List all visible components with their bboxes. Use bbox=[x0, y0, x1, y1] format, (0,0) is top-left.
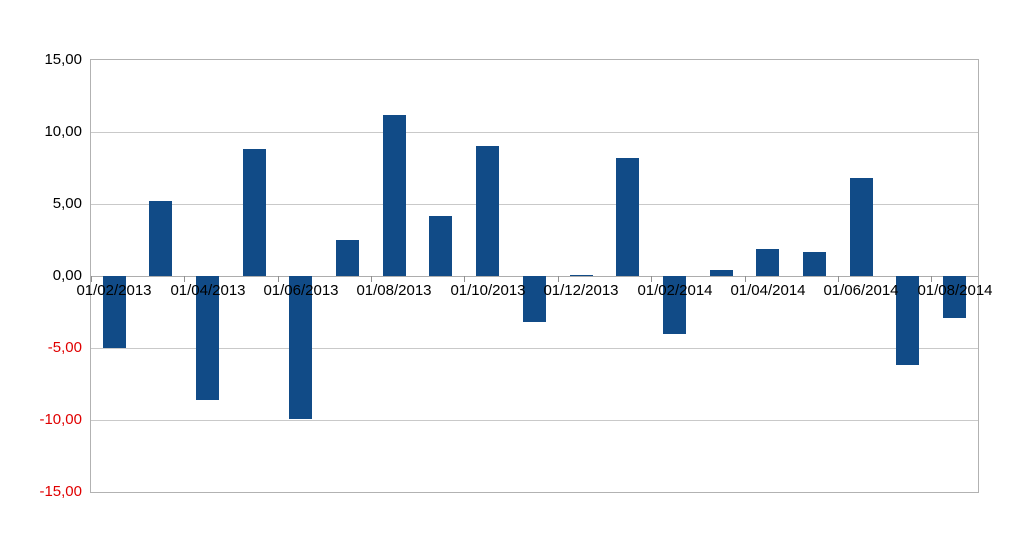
bar bbox=[570, 275, 593, 276]
y-axis-tick-label: -10,00 bbox=[39, 411, 82, 428]
x-axis-tick-mark bbox=[745, 276, 746, 282]
bar bbox=[243, 149, 266, 276]
x-axis-tick-mark bbox=[278, 276, 279, 282]
bar bbox=[710, 270, 733, 276]
y-axis-tick-label: 15,00 bbox=[44, 51, 82, 68]
bar bbox=[429, 216, 452, 276]
x-axis-tick-label: 01/08/2014 bbox=[917, 282, 993, 299]
x-axis-tick-label: 01/02/2014 bbox=[637, 282, 713, 299]
y-axis-labels: 15,00 10,00 5,00 0,00 -5,00 -10,00 -15,00 bbox=[0, 52, 82, 499]
plot-area: 01/02/2013 01/04/2013 01/06/2013 01/08/2013… bbox=[76, 59, 993, 493]
bar bbox=[896, 276, 919, 365]
bar bbox=[756, 249, 779, 276]
bar bbox=[149, 201, 172, 276]
y-axis-tick-label: -15,00 bbox=[39, 483, 82, 500]
gridline bbox=[91, 132, 978, 133]
bar bbox=[523, 276, 546, 322]
x-axis-tick-label: 01/08/2013 bbox=[356, 282, 432, 299]
x-axis-tick-mark bbox=[838, 276, 839, 282]
x-axis-tick-mark bbox=[651, 276, 652, 282]
x-axis-tick-mark bbox=[558, 276, 559, 282]
bar bbox=[196, 276, 219, 400]
x-axis-tick-mark bbox=[464, 276, 465, 282]
bar bbox=[336, 240, 359, 276]
bar bbox=[803, 252, 826, 276]
x-axis-tick-mark bbox=[184, 276, 185, 282]
bar bbox=[476, 146, 499, 276]
y-axis-tick-label: 5,00 bbox=[52, 195, 82, 212]
x-axis-tick-mark bbox=[91, 276, 92, 282]
bar bbox=[850, 178, 873, 276]
gridline bbox=[91, 204, 978, 205]
x-axis-tick-label: 01/10/2013 bbox=[450, 282, 526, 299]
gridline bbox=[91, 420, 978, 421]
gridline bbox=[91, 348, 978, 349]
bar bbox=[943, 276, 966, 318]
bar bbox=[663, 276, 686, 334]
y-axis-tick-label: 0,00 bbox=[52, 267, 82, 284]
x-axis-tick-label: 01/02/2013 bbox=[76, 282, 152, 299]
x-axis-tick-label: 01/06/2014 bbox=[823, 282, 899, 299]
x-axis-tick-label: 01/06/2013 bbox=[263, 282, 339, 299]
x-axis-tick-label: 01/12/2013 bbox=[543, 282, 619, 299]
x-axis-tick-label: 01/04/2013 bbox=[170, 282, 246, 299]
y-axis-tick-label: 10,00 bbox=[44, 123, 82, 140]
bar bbox=[103, 276, 126, 348]
x-axis-tick-mark bbox=[931, 276, 932, 282]
x-axis-tick-mark bbox=[371, 276, 372, 282]
y-axis-tick-label: -5,00 bbox=[47, 339, 82, 356]
bar bbox=[289, 276, 312, 419]
x-axis-tick-label: 01/04/2014 bbox=[730, 282, 806, 299]
bar bbox=[616, 158, 639, 276]
bar bbox=[383, 115, 406, 276]
